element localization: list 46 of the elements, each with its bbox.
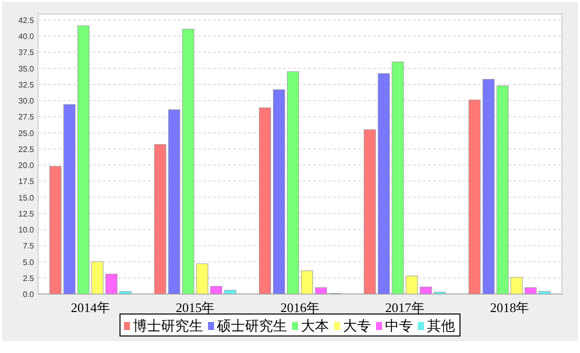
y-tick-label: 22.5 — [18, 144, 35, 154]
y-tick-label: 20.0 — [18, 161, 35, 170]
y-tick-label: 25.0 — [18, 128, 35, 138]
y-tick-label: 5.0 — [22, 258, 35, 267]
bar — [287, 71, 299, 294]
bar — [524, 287, 537, 294]
y-tick-label: 10.0 — [18, 226, 35, 235]
legend-label: 大本 — [301, 318, 329, 334]
y-tick-label: 12.5 — [18, 209, 35, 218]
legend-label: 硕士研究生 — [216, 318, 287, 334]
y-tick-label: 32.5 — [18, 80, 35, 90]
y-tick-label: 37.5 — [18, 48, 35, 58]
bar — [482, 79, 495, 294]
x-tick-label: 2016年 — [280, 300, 320, 315]
legend-label: 其他 — [427, 318, 455, 334]
bar — [49, 166, 62, 294]
bar — [496, 86, 509, 294]
y-tick-label: 2.5 — [22, 274, 35, 283]
y-tick-label: 15.0 — [18, 193, 35, 202]
bar — [91, 262, 104, 294]
y-tick-label: 30.0 — [18, 96, 35, 106]
x-tick-label: 2017年 — [385, 300, 424, 315]
y-tick-label: 40.0 — [18, 32, 35, 42]
bar — [510, 276, 523, 294]
bar — [301, 270, 313, 294]
bar — [468, 100, 481, 294]
y-tick-label: 0.0 — [22, 290, 35, 299]
bar — [105, 274, 118, 294]
x-tick-label: 2018年 — [490, 300, 530, 315]
x-tick-label: 2014年 — [70, 300, 110, 315]
bar — [119, 291, 132, 294]
bar — [77, 26, 90, 294]
x-tick-label: 2015年 — [176, 300, 215, 315]
y-tick-label: 7.5 — [22, 242, 35, 251]
bar — [538, 291, 551, 294]
y-tick-label: 17.5 — [18, 177, 35, 186]
bar — [259, 107, 271, 294]
legend-label: 中专 — [385, 318, 413, 334]
y-tick-label: 35.0 — [18, 64, 35, 74]
y-tick-label: 27.5 — [18, 112, 35, 122]
bar — [63, 104, 76, 294]
legend-label: 大专 — [343, 318, 371, 334]
y-tick-label: 42.5 — [18, 16, 35, 25]
bar — [273, 89, 285, 294]
legend-label: 博士研究生 — [133, 318, 203, 334]
bar — [315, 287, 327, 294]
